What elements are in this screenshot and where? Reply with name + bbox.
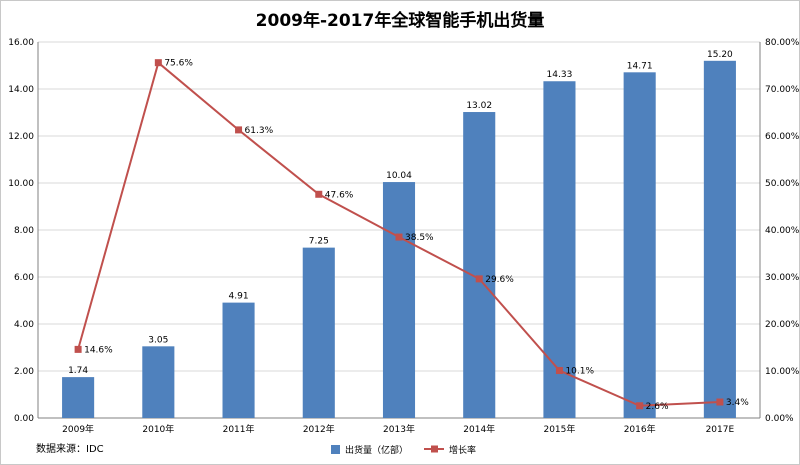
line-value-label: 10.1% [565,367,594,377]
x-tick-label: 2013年 [383,423,415,435]
line-marker [235,126,243,134]
line-marker [395,233,403,241]
legend-bar-label: 出货量（亿部） [345,444,408,456]
legend-line-label: 增长率 [449,444,476,456]
bar-value-label: 14.33 [547,70,573,80]
left-tick-label: 16.00 [8,38,34,48]
bar-value-label: 13.02 [466,101,492,111]
x-axis-ticks: 2009年 2010年 2011年 2012年 2013年 2014年 2015年 2016年… [62,423,734,435]
left-tick-label: 14.00 [8,85,34,95]
line-series [74,59,724,410]
right-axis-ticks: 0.00% 10.00% 20.00% 30.00% 40.00% 50.00% 60.00… [765,38,800,424]
line-data-labels: 14.6% 75.6% 61.3% 47.6% 38.5% 29.6% 10.1% 2.6% 3… [84,59,749,412]
source-note: 数据来源：IDC [36,442,104,455]
bar [142,346,175,418]
bar [703,60,736,419]
legend: 出货量（亿部） 增长率 [331,444,476,456]
bar-value-label: 3.05 [148,335,168,345]
bar-value-label: 1.74 [68,366,88,376]
chart-title: 2009年-2017年全球智能手机出货量 [256,10,545,31]
bar-value-label: 4.91 [229,292,249,302]
line-value-label: 29.6% [485,275,514,285]
bar-value-label: 7.25 [309,237,329,247]
bar [382,182,416,418]
x-tick-label: 2010年 [142,423,174,435]
x-tick-label: 2009年 [62,423,94,435]
line-value-label: 38.5% [405,233,434,243]
bar [543,81,576,419]
bar [463,112,496,418]
left-axis-ticks: 0.00 2.00 4.00 6.00 8.00 10.00 12.00 14.00 16.00 [8,38,34,424]
bar-value-label: 10.04 [386,171,412,181]
line-value-label: 61.3% [245,126,274,136]
x-tick-label: 2012年 [303,423,335,435]
right-tick-label: 0.00% [765,414,794,424]
legend-bar-swatch [331,445,340,454]
bar-value-label: 15.20 [707,50,733,60]
left-tick-label: 10.00 [8,179,34,189]
right-tick-label: 80.00% [765,38,800,48]
right-tick-label: 40.00% [765,226,800,236]
bar-series [62,60,736,419]
bar-value-label: 14.71 [627,61,653,71]
line-value-label: 14.6% [84,345,113,355]
right-tick-label: 20.00% [765,320,800,330]
x-tick-label: 2017E [706,425,735,435]
legend-line-marker [431,445,438,453]
line-marker [475,275,483,283]
right-tick-label: 30.00% [765,273,800,283]
left-tick-label: 12.00 [8,132,34,142]
line-value-label: 3.4% [726,398,749,408]
right-tick-label: 10.00% [765,367,800,377]
x-tick-label: 2014年 [463,423,495,435]
line-marker [154,59,162,67]
left-tick-label: 4.00 [14,320,34,330]
left-tick-label: 8.00 [14,226,34,236]
x-tick-label: 2015年 [543,423,575,435]
left-tick-label: 6.00 [14,273,34,283]
line-marker [716,398,724,406]
bar [62,377,95,418]
x-tick-label: 2011年 [223,423,255,435]
bar [302,247,335,418]
line-value-label: 47.6% [325,190,354,200]
line-value-label: 75.6% [164,59,193,69]
line-marker [636,402,644,410]
line-value-label: 2.6% [646,402,669,412]
right-tick-label: 70.00% [765,85,800,95]
right-tick-label: 50.00% [765,179,800,189]
bar [222,302,255,418]
left-tick-label: 0.00 [14,414,34,424]
x-tick-label: 2016年 [624,423,656,435]
line-marker [74,345,82,353]
line-marker [555,367,563,375]
line-marker [315,190,323,198]
right-tick-label: 60.00% [765,132,800,142]
bar [623,72,656,418]
left-tick-label: 2.00 [14,367,34,377]
bar-data-labels: 1.74 3.05 4.91 7.25 10.04 13.02 14.33 14.71 15.2… [68,50,733,376]
